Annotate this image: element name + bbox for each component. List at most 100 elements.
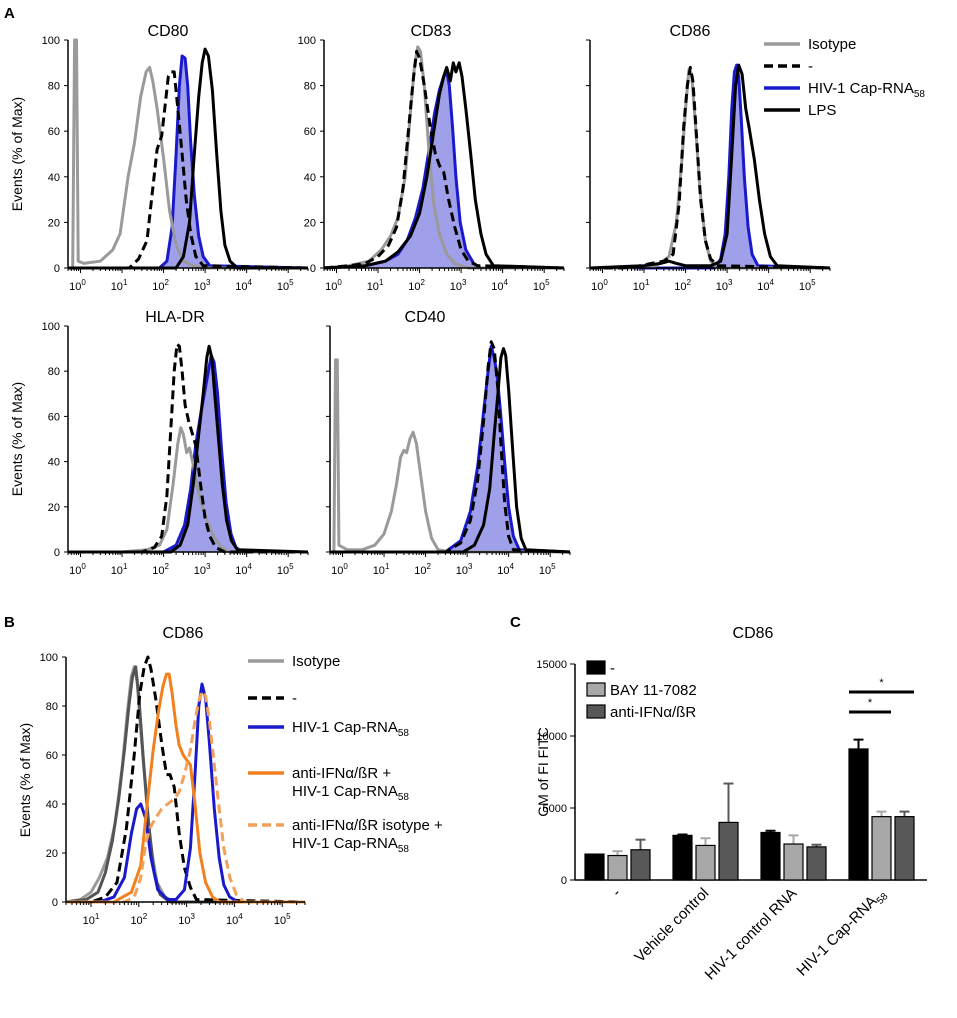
series-line-isotype bbox=[323, 45, 564, 270]
x-tick-base: 10 bbox=[450, 281, 462, 293]
x-tick-label: 102 bbox=[674, 278, 691, 293]
x-tick-exponent: 1 bbox=[123, 278, 128, 287]
x-tick-base: 10 bbox=[152, 281, 164, 293]
legend-b-label-4-line-0-main: anti-IFNα/ßR isotype + bbox=[292, 817, 443, 834]
x-tick-base: 10 bbox=[367, 281, 379, 293]
x-tick-base: 10 bbox=[277, 281, 289, 293]
legend-a-label-isotype-main: Isotype bbox=[808, 36, 856, 53]
legend-panel-a: Isotype - HIV-1 Cap-RNA58 LPS bbox=[764, 36, 925, 119]
x-tick-exponent: 2 bbox=[164, 562, 169, 571]
legend-c-label-bay-11-7082: BAY 11-7082 bbox=[610, 682, 697, 699]
bar-category-label-1: Vehicle control bbox=[631, 885, 712, 966]
significance-star: * bbox=[868, 697, 873, 709]
x-tick-exponent: 5 bbox=[811, 278, 816, 287]
category-text: - bbox=[609, 885, 625, 901]
x-tick-label: 102 bbox=[130, 912, 147, 927]
y-axis-label: Events (% of Max) bbox=[9, 97, 25, 211]
y-tick-label: 20 bbox=[48, 502, 60, 514]
x-tick-base: 10 bbox=[83, 915, 95, 927]
x-tick-base: 10 bbox=[539, 565, 551, 577]
x-tick-label: 104 bbox=[226, 912, 243, 927]
y-tick-label: 20 bbox=[48, 217, 60, 229]
legend-a-label-dash: - bbox=[808, 58, 813, 75]
bar-category-label-3: HIV-1 Cap-RNA58 bbox=[794, 884, 891, 981]
y-tick-label: 40 bbox=[46, 799, 58, 811]
x-tick-exponent: 1 bbox=[95, 912, 100, 921]
series-fill-hiv-1-cap-rna58 bbox=[590, 65, 830, 268]
x-tick-label: 103 bbox=[716, 278, 733, 293]
legend-a-label-isotype: Isotype bbox=[808, 36, 856, 53]
x-tick-exponent: 0 bbox=[337, 278, 342, 287]
legend-b-label-3-line-1-subscript: 58 bbox=[398, 792, 410, 803]
x-tick-base: 10 bbox=[274, 915, 286, 927]
y-tick-label: 60 bbox=[48, 411, 60, 423]
y-tick-label: 80 bbox=[46, 701, 58, 713]
legend-b-label-0-line-0-main: Isotype bbox=[292, 653, 340, 670]
series-line-dash bbox=[590, 65, 831, 270]
x-tick-base: 10 bbox=[533, 281, 545, 293]
x-tick-exponent: 4 bbox=[248, 562, 253, 571]
x-tick-label: 100 bbox=[591, 278, 608, 293]
legend-a-label-hiv-1-cap-rna-subscript: 58 bbox=[914, 89, 926, 100]
x-tick-exponent: 3 bbox=[206, 562, 211, 571]
bar-chart-title: CD86 bbox=[733, 625, 774, 642]
legend-b-label-4-line-1: HIV-1 Cap-RNA58 bbox=[292, 835, 409, 855]
x-tick-exponent: 1 bbox=[385, 562, 390, 571]
y-tick-label: 80 bbox=[304, 81, 316, 93]
x-tick-label: 101 bbox=[83, 912, 100, 927]
legend-b-label-1-line-0-main: - bbox=[292, 690, 297, 707]
legend-a-label-lps-main: LPS bbox=[808, 102, 836, 119]
x-tick-base: 10 bbox=[674, 281, 686, 293]
x-tick-base: 10 bbox=[69, 565, 81, 577]
x-tick-exponent: 2 bbox=[686, 278, 691, 287]
x-tick-label: 102 bbox=[414, 562, 431, 577]
x-tick-exponent: 5 bbox=[289, 562, 294, 571]
x-tick-exponent: 5 bbox=[551, 562, 556, 571]
x-tick-base: 10 bbox=[408, 281, 420, 293]
series-line-hiv-1-cap-rna58 bbox=[590, 63, 831, 270]
x-tick-label: 102 bbox=[152, 278, 169, 293]
legend-b-label-3-line-1: HIV-1 Cap-RNA58 bbox=[292, 783, 409, 803]
series-fill-hiv-1-cap-rna58 bbox=[330, 346, 570, 552]
x-tick-exponent: 5 bbox=[286, 912, 291, 921]
x-tick-base: 10 bbox=[194, 565, 206, 577]
legend-b-label-1-line-0: - bbox=[292, 690, 297, 707]
bar-dash-anti-ifn-r bbox=[630, 849, 651, 881]
x-tick-exponent: 4 bbox=[504, 278, 509, 287]
chart-title: CD80 bbox=[148, 23, 189, 40]
x-tick-label: 105 bbox=[539, 562, 556, 577]
x-tick-base: 10 bbox=[799, 281, 811, 293]
x-tick-exponent: 3 bbox=[728, 278, 733, 287]
x-tick-base: 10 bbox=[152, 565, 164, 577]
series-line-isotype bbox=[590, 68, 830, 270]
x-tick-base: 10 bbox=[178, 915, 190, 927]
x-tick-base: 10 bbox=[226, 915, 238, 927]
chart-title: CD86 bbox=[670, 23, 711, 40]
legend-b-label-4-line-1-subscript: 58 bbox=[398, 844, 410, 855]
bar-y-tick-label: 5000 bbox=[543, 803, 567, 815]
bar-vehicle-control-bay-11-7082 bbox=[695, 844, 716, 881]
series-line-hiv-1-cap-rna58 bbox=[66, 682, 305, 904]
legend-b-label-4-line-1-main: HIV-1 Cap-RNA bbox=[292, 835, 398, 852]
series-line-isotype bbox=[65, 665, 305, 904]
bar-vehicle-control-anti-ifn-r bbox=[718, 821, 739, 881]
bar-dash-bay-11-7082 bbox=[607, 854, 628, 881]
x-tick-label: 102 bbox=[152, 562, 169, 577]
x-tick-exponent: 1 bbox=[645, 278, 650, 287]
x-tick-exponent: 4 bbox=[238, 912, 243, 921]
legend-c-swatch-bay-11-7082 bbox=[586, 682, 606, 697]
legend-b-label-3-line-0: anti-IFNα/ßR + bbox=[292, 765, 391, 782]
x-tick-base: 10 bbox=[716, 281, 728, 293]
y-tick-label: 0 bbox=[310, 263, 316, 275]
x-tick-base: 10 bbox=[325, 281, 337, 293]
x-tick-exponent: 5 bbox=[289, 278, 294, 287]
x-tick-label: 105 bbox=[277, 278, 294, 293]
x-tick-label: 101 bbox=[111, 278, 128, 293]
series-line-lps bbox=[68, 47, 308, 270]
series-line-isotype bbox=[68, 426, 308, 554]
x-tick-base: 10 bbox=[69, 281, 81, 293]
